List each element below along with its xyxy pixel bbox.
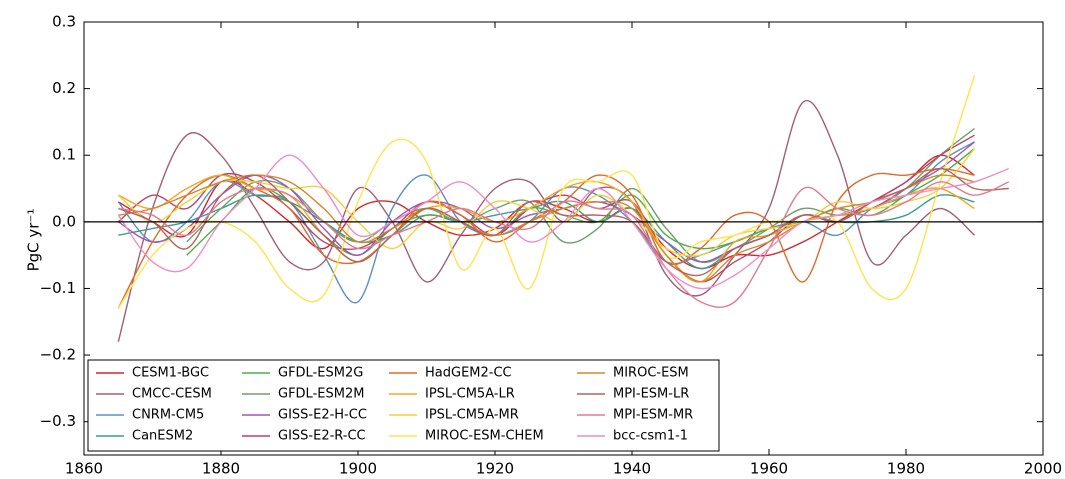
legend-label: GFDL-ESM2G	[278, 366, 363, 381]
x-tick-label: 1920	[476, 460, 514, 478]
plot-frame	[83, 21, 1044, 456]
legend-label: IPSL-CM5A-MR	[425, 408, 519, 423]
y-tick-label: −0.2	[40, 346, 76, 364]
y-tick-label: 0.3	[52, 13, 76, 31]
legend-label: MPI-ESM-LR	[613, 387, 689, 402]
y-tick-label: −0.1	[40, 279, 76, 297]
x-tick-label: 1880	[202, 460, 240, 478]
legend: CESM1-BGC CMCC-CESM CNRM-CM5 CanESM2 GFDL-ES…	[87, 359, 720, 452]
legend-label: CESM1-BGC	[132, 366, 209, 381]
y-tick-label: 0.2	[52, 79, 76, 97]
series-line	[118, 181, 1010, 308]
y-tick-label: 0.1	[52, 146, 76, 164]
legend-label: HadGEM2-CC	[425, 366, 512, 381]
y-tick-label: 0.0	[52, 212, 76, 230]
legend-label: GISS-E2-H-CC	[278, 408, 367, 423]
legend-label: GISS-E2-R-CC	[278, 429, 366, 444]
legend-label: MPI-ESM-MR	[613, 408, 693, 423]
x-tick-label: 1860	[65, 460, 103, 478]
x-tick-label: 1980	[887, 460, 925, 478]
legend-label: bcc-csm1-1	[613, 429, 688, 444]
series-line	[118, 167, 1009, 277]
legend-label: MIROC-ESM	[613, 366, 689, 381]
y-tick-label: −0.3	[40, 412, 76, 430]
legend-label: MIROC-ESM-CHEM	[425, 429, 544, 444]
legend-label: IPSL-CM5A-LR	[425, 387, 515, 402]
y-axis-label: PgC yr⁻¹	[25, 209, 43, 272]
x-tick-label: 1940	[613, 460, 651, 478]
legend-label: GFDL-ESM2M	[278, 387, 364, 402]
series-line	[117, 75, 976, 309]
series-line	[117, 148, 976, 257]
legend-label: CNRM-CM5	[132, 408, 204, 423]
legend-label: CanESM2	[132, 429, 193, 444]
x-tick-label: 1960	[750, 460, 788, 478]
legend-label: CMCC-CESM	[132, 387, 212, 402]
x-tick-label: 1900	[339, 460, 377, 478]
x-tick-label: 2000	[1024, 460, 1062, 478]
series-line	[117, 141, 975, 304]
